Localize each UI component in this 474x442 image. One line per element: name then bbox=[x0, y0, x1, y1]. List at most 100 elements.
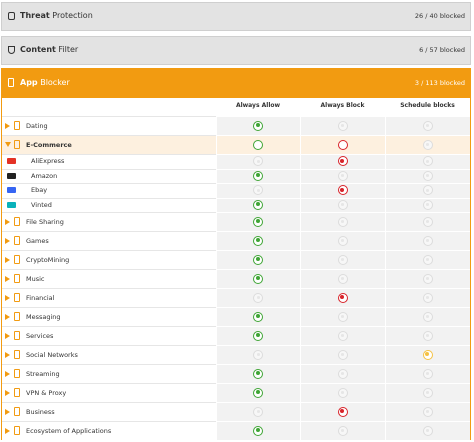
row-label: Ecosystem of Applications bbox=[26, 426, 112, 435]
radio[interactable] bbox=[253, 235, 263, 246]
expand-arrow[interactable] bbox=[5, 332, 10, 339]
radio[interactable] bbox=[337, 156, 348, 167]
radio[interactable] bbox=[253, 185, 263, 196]
radio[interactable] bbox=[337, 425, 348, 436]
panel-status: 26 / 40 blocked bbox=[414, 12, 465, 20]
category-icon bbox=[14, 293, 20, 302]
radio[interactable] bbox=[337, 349, 348, 360]
radio-dot bbox=[256, 159, 260, 163]
radio-dot bbox=[255, 333, 260, 337]
radio[interactable] bbox=[253, 254, 263, 265]
panel-title[interactable]: Content Filter bbox=[20, 45, 78, 55]
expand-arrow[interactable] bbox=[5, 122, 10, 129]
radio[interactable] bbox=[337, 254, 348, 265]
radio[interactable] bbox=[253, 120, 263, 131]
radio[interactable] bbox=[422, 425, 433, 436]
radio[interactable] bbox=[337, 139, 348, 150]
radio[interactable] bbox=[253, 406, 263, 417]
radio[interactable] bbox=[422, 406, 433, 417]
radio[interactable] bbox=[253, 292, 263, 303]
radio[interactable] bbox=[422, 330, 433, 341]
radio[interactable] bbox=[422, 387, 433, 398]
radio[interactable] bbox=[422, 199, 433, 210]
row-label: AliExpress bbox=[31, 157, 65, 166]
radio[interactable] bbox=[337, 330, 348, 341]
expand-arrow[interactable] bbox=[5, 237, 10, 244]
radio[interactable] bbox=[253, 216, 263, 227]
panel-title[interactable]: App Blocker bbox=[20, 78, 70, 88]
radio[interactable] bbox=[337, 170, 348, 181]
radio[interactable] bbox=[422, 273, 433, 284]
app-blocker-header[interactable] bbox=[1, 68, 471, 98]
panel[interactable] bbox=[1, 36, 471, 65]
radio[interactable] bbox=[422, 235, 433, 246]
expand-arrow[interactable] bbox=[5, 313, 10, 320]
expand-arrow[interactable] bbox=[5, 351, 10, 358]
radio[interactable] bbox=[253, 387, 263, 398]
radio[interactable] bbox=[422, 254, 433, 265]
radio[interactable] bbox=[422, 292, 433, 303]
radio[interactable] bbox=[422, 368, 433, 379]
panel-title[interactable]: Threat Protection bbox=[20, 11, 93, 21]
radio[interactable] bbox=[253, 425, 263, 436]
radio[interactable] bbox=[337, 406, 348, 417]
radio[interactable] bbox=[422, 170, 433, 181]
radio[interactable] bbox=[337, 368, 348, 379]
expand-arrow[interactable] bbox=[5, 256, 10, 263]
radio[interactable] bbox=[422, 120, 433, 131]
radio[interactable] bbox=[337, 185, 348, 196]
radio[interactable] bbox=[253, 311, 263, 322]
expand-arrow[interactable] bbox=[5, 427, 10, 434]
radio-dot bbox=[255, 428, 260, 432]
radio[interactable] bbox=[253, 349, 263, 360]
radio[interactable] bbox=[422, 185, 433, 196]
category-icon bbox=[14, 140, 20, 149]
radio-dot bbox=[426, 391, 429, 394]
expand-arrow[interactable] bbox=[5, 141, 11, 147]
radio[interactable] bbox=[337, 120, 348, 131]
radio[interactable] bbox=[337, 292, 348, 303]
radio-dot bbox=[341, 174, 344, 178]
expand-arrow[interactable] bbox=[5, 370, 10, 377]
radio-dot bbox=[255, 238, 260, 242]
radio[interactable] bbox=[337, 273, 348, 284]
radio[interactable] bbox=[422, 139, 433, 150]
expand-arrow[interactable] bbox=[5, 275, 10, 282]
radio[interactable] bbox=[337, 199, 348, 210]
radio[interactable] bbox=[337, 311, 348, 322]
radio[interactable] bbox=[422, 216, 433, 227]
radio-dot bbox=[255, 276, 260, 280]
expand-arrow[interactable] bbox=[5, 408, 10, 415]
radio-dot bbox=[426, 124, 429, 127]
row-label: E-Commerce bbox=[26, 140, 72, 149]
radio[interactable] bbox=[253, 170, 263, 181]
expand-arrow[interactable] bbox=[5, 294, 10, 301]
radio[interactable] bbox=[253, 156, 263, 167]
radio[interactable] bbox=[422, 311, 433, 322]
radio[interactable] bbox=[253, 139, 263, 150]
panel[interactable] bbox=[1, 2, 471, 31]
expand-arrow[interactable] bbox=[5, 218, 10, 225]
row-label: Financial bbox=[26, 293, 55, 302]
radio-dot bbox=[341, 353, 344, 356]
category-icon bbox=[14, 369, 20, 378]
radio-dot bbox=[255, 314, 260, 318]
radio[interactable] bbox=[253, 330, 263, 341]
app-icon bbox=[8, 78, 14, 87]
radio[interactable] bbox=[253, 273, 263, 284]
radio[interactable] bbox=[422, 349, 433, 360]
category-icon bbox=[14, 255, 20, 264]
radio-dot bbox=[255, 219, 260, 223]
radio[interactable] bbox=[337, 216, 348, 227]
radio[interactable] bbox=[253, 199, 263, 210]
radio[interactable] bbox=[422, 156, 433, 167]
radio-dot bbox=[425, 352, 429, 356]
radio[interactable] bbox=[253, 368, 263, 379]
radio-dot bbox=[426, 143, 429, 146]
radio[interactable] bbox=[337, 235, 348, 246]
row-label: Vinted bbox=[31, 200, 52, 209]
radio[interactable] bbox=[337, 387, 348, 398]
expand-arrow[interactable] bbox=[5, 389, 10, 396]
title-bold: Threat bbox=[20, 11, 50, 20]
row-label: Services bbox=[26, 331, 54, 340]
